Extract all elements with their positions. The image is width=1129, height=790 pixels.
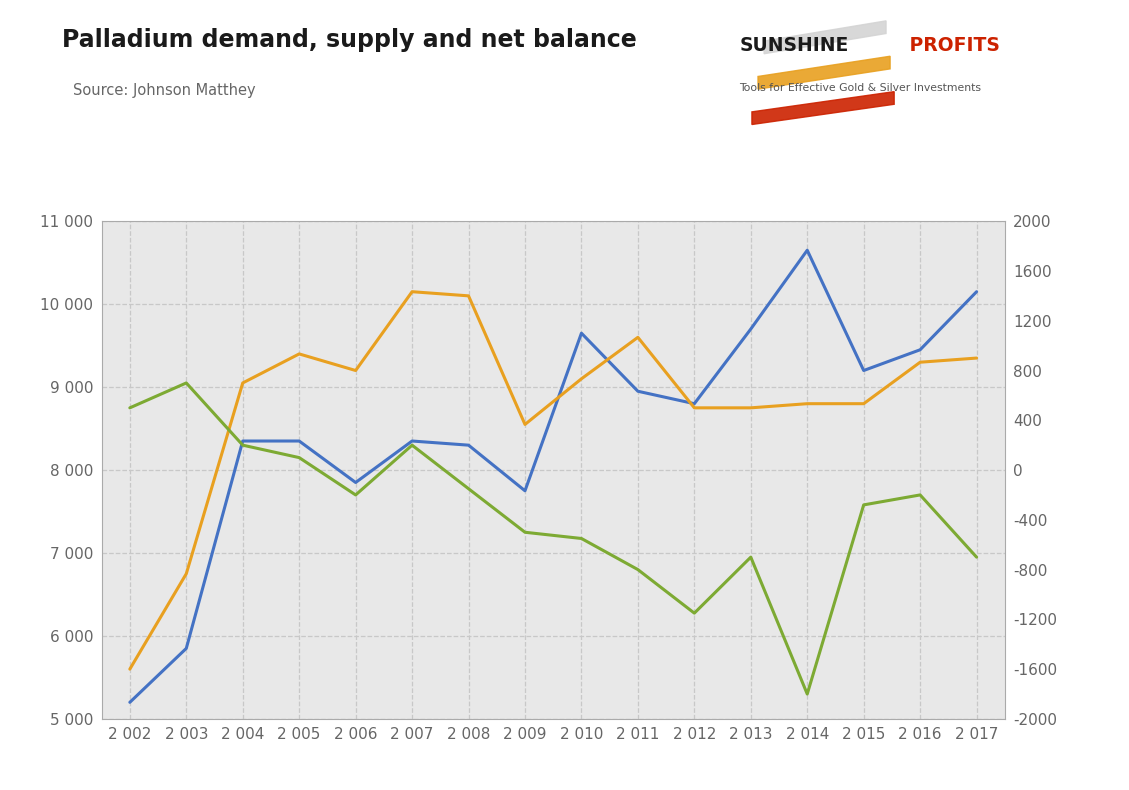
Text: Tools for Effective Gold & Silver Investments: Tools for Effective Gold & Silver Invest…: [739, 83, 981, 93]
Text: SUNSHINE: SUNSHINE: [739, 36, 849, 55]
Polygon shape: [752, 92, 894, 125]
Polygon shape: [764, 21, 886, 54]
Text: Source: Johnson Matthey: Source: Johnson Matthey: [73, 83, 256, 98]
Text: PROFITS: PROFITS: [903, 36, 1000, 55]
Text: Palladium demand, supply and net balance: Palladium demand, supply and net balance: [62, 28, 637, 51]
Polygon shape: [758, 56, 890, 89]
